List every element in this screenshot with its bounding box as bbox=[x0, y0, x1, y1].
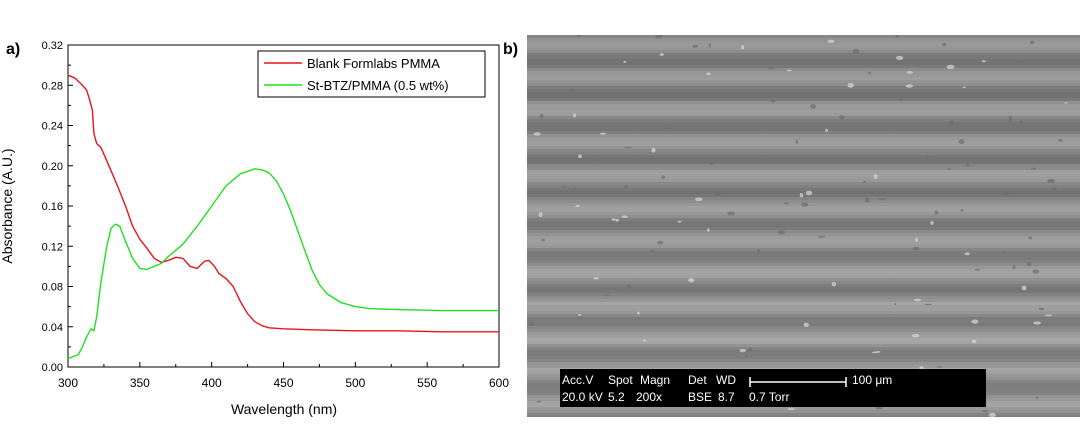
absorbance-chart: 300 350 400 450 500 550 600 0.00 0.04 0.08 0.12 0.1… bbox=[0, 40, 510, 417]
axis-ticks: 300 350 400 450 500 550 600 0.00 0.04 0.08 0.12 0.1… bbox=[42, 40, 510, 390]
series-line-blank-pmma bbox=[67, 74, 499, 333]
scale-bar bbox=[749, 377, 847, 387]
y-axis-label: Absorbance (A.U.) bbox=[0, 148, 15, 263]
sem-wd-value: 8.7 bbox=[718, 390, 735, 404]
series-layer bbox=[67, 74, 499, 360]
panel-b-label: b) bbox=[503, 41, 519, 58]
legend-entry-blank: Blank Formlabs PMMA bbox=[307, 56, 440, 71]
legend-entry-stbtz: St-BTZ/PMMA (0.5 wt%) bbox=[307, 78, 449, 93]
y-tick-label: 0.24 bbox=[42, 121, 63, 133]
sem-micrograph bbox=[527, 35, 1080, 417]
series-line-stbtz-pmma bbox=[67, 168, 499, 360]
sem-accv-header: Acc.V bbox=[562, 373, 594, 387]
sem-scale-label: 100 μm bbox=[852, 373, 893, 387]
y-tick-label: 0.00 bbox=[42, 362, 63, 374]
y-tick-label: 0.28 bbox=[42, 80, 63, 92]
sem-det-header: Det bbox=[688, 373, 707, 387]
y-tick-label: 0.12 bbox=[42, 241, 63, 253]
legend-box bbox=[257, 50, 486, 98]
x-tick-label: 450 bbox=[273, 376, 293, 390]
x-tick-label: 600 bbox=[489, 376, 509, 390]
x-tick-label: 350 bbox=[130, 376, 150, 390]
sem-info-bar: Acc.V Spot Magn Det WD 100 μm 20.0 kV 5.… bbox=[560, 369, 986, 407]
sem-det-value: BSE bbox=[688, 390, 713, 404]
x-tick-label: 550 bbox=[417, 376, 437, 390]
sem-accv-value: 20.0 kV bbox=[562, 390, 603, 404]
sem-pressure-value: 0.7 Torr bbox=[749, 390, 790, 404]
x-tick-label: 500 bbox=[345, 376, 365, 390]
y-tick-label: 0.04 bbox=[42, 322, 63, 334]
sem-texture bbox=[527, 35, 1080, 417]
x-axis-label: Wavelength (nm) bbox=[231, 401, 337, 417]
y-tick-label: 0.20 bbox=[42, 161, 63, 173]
sem-magn-value: 200x bbox=[636, 390, 663, 404]
sem-magn-header: Magn bbox=[640, 373, 671, 387]
legend: Blank Formlabs PMMA St-BTZ/PMMA (0.5 wt%… bbox=[257, 50, 486, 98]
y-tick-label: 0.16 bbox=[42, 201, 63, 213]
panel-a-label: a) bbox=[6, 41, 21, 58]
sem-spot-value: 5.2 bbox=[608, 390, 625, 404]
x-tick-label: 300 bbox=[58, 376, 78, 390]
y-tick-label: 0.08 bbox=[42, 282, 63, 294]
x-tick-label: 400 bbox=[202, 376, 222, 390]
sem-wd-header: WD bbox=[716, 373, 736, 387]
y-tick-label: 0.32 bbox=[42, 40, 63, 52]
sem-spot-header: Spot bbox=[608, 373, 633, 387]
